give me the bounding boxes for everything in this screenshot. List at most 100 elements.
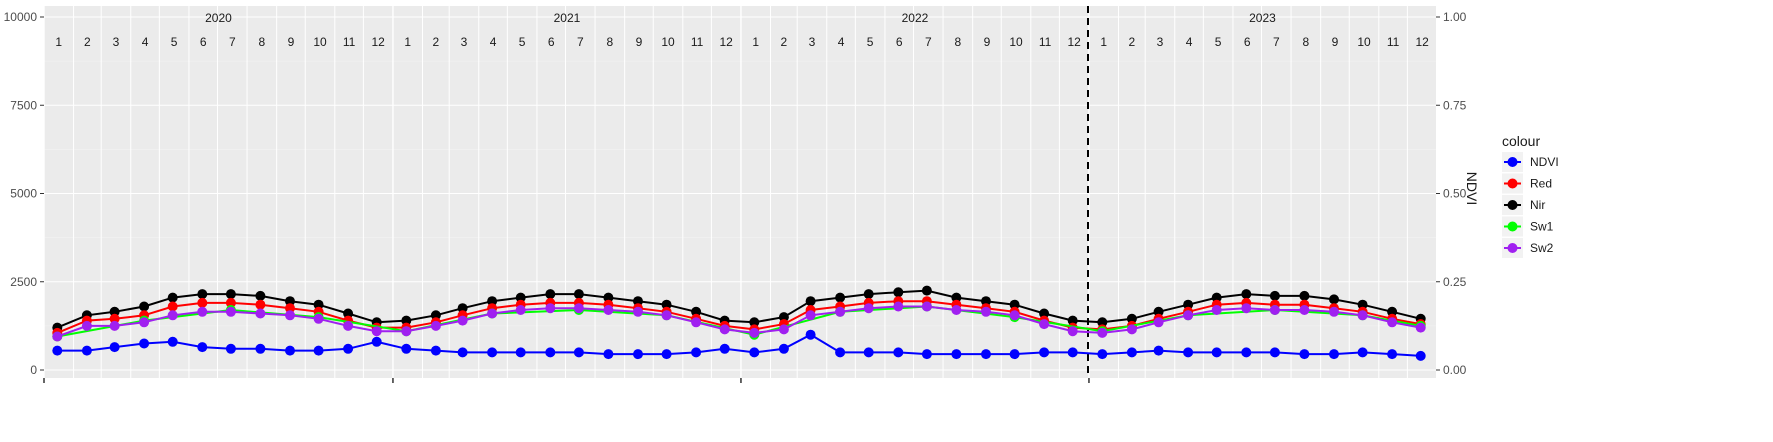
data-point <box>691 347 702 358</box>
data-point <box>1067 326 1078 337</box>
data-point <box>1329 349 1339 360</box>
data-point <box>285 310 295 321</box>
data-point <box>109 342 120 353</box>
data-point <box>835 306 846 317</box>
data-point <box>457 303 468 314</box>
month-label: 11 <box>1039 35 1052 49</box>
data-point <box>1329 294 1339 305</box>
data-point <box>313 313 324 324</box>
data-point <box>430 345 441 356</box>
month-label: 9 <box>1332 35 1339 49</box>
data-point <box>1183 299 1194 310</box>
data-point <box>401 343 412 354</box>
data-point <box>81 320 92 331</box>
month-label: 6 <box>1244 35 1251 49</box>
data-point <box>1009 349 1020 360</box>
data-point <box>573 289 584 300</box>
data-point <box>457 315 468 326</box>
data-point <box>515 347 526 358</box>
data-point <box>1241 303 1252 314</box>
month-label: 2 <box>781 35 788 49</box>
data-point <box>981 306 991 317</box>
legend-item-sw2: Sw2 <box>1502 238 1554 258</box>
month-label: 1 <box>752 35 759 49</box>
month-label: 1 <box>404 35 411 49</box>
data-point <box>1097 327 1108 338</box>
month-label: 4 <box>490 35 497 49</box>
data-point <box>139 338 150 349</box>
data-point <box>1097 317 1108 328</box>
data-point <box>313 345 324 356</box>
data-point <box>749 327 760 338</box>
data-point <box>951 349 962 360</box>
data-point <box>197 297 208 308</box>
data-point <box>1211 347 1222 358</box>
data-point <box>1211 292 1222 303</box>
data-point <box>255 308 266 319</box>
data-point <box>139 317 150 328</box>
data-point <box>1415 350 1426 361</box>
legend-key-point <box>1507 243 1518 253</box>
data-point <box>603 292 614 303</box>
data-point <box>255 343 266 354</box>
data-point <box>921 285 932 296</box>
data-point <box>805 329 816 340</box>
legend-item-nir: Nir <box>1502 195 1545 215</box>
month-label: 4 <box>142 35 149 49</box>
month-label: 1 <box>1100 35 1107 49</box>
data-point <box>313 299 324 310</box>
data-point <box>109 306 120 317</box>
data-point <box>515 305 526 315</box>
month-label: 6 <box>548 35 555 49</box>
data-point <box>1009 299 1020 310</box>
month-label: 12 <box>1415 35 1429 49</box>
month-label: 9 <box>288 35 295 49</box>
data-point <box>1211 305 1222 315</box>
data-point <box>921 301 932 312</box>
data-point <box>1269 347 1280 358</box>
month-label: 2 <box>84 35 91 49</box>
data-point <box>1357 347 1368 358</box>
year-label: 2020 <box>205 11 232 25</box>
secondary-axis-title: NDVI <box>1464 172 1480 205</box>
month-label: 5 <box>519 35 526 49</box>
data-point <box>109 320 120 331</box>
data-point <box>1067 315 1078 326</box>
month-label: 5 <box>867 35 874 49</box>
data-point <box>1299 290 1310 301</box>
data-point <box>1126 347 1137 358</box>
data-point <box>778 343 789 354</box>
data-point <box>109 313 120 324</box>
month-label: 1 <box>55 35 62 49</box>
data-point <box>1299 305 1310 315</box>
month-label: 7 <box>229 35 236 49</box>
data-point <box>430 310 441 321</box>
y2-tick-label: 0.75 <box>1443 98 1467 112</box>
data-point <box>1357 299 1368 310</box>
month-label: 7 <box>577 35 584 49</box>
data-point <box>371 326 382 337</box>
month-label: 6 <box>896 35 903 49</box>
data-point <box>487 347 498 358</box>
data-point <box>1269 290 1280 301</box>
data-point <box>749 317 760 328</box>
data-point <box>603 305 614 315</box>
data-point <box>167 310 178 321</box>
data-point <box>719 343 730 354</box>
data-point <box>691 306 702 317</box>
data-point <box>255 299 266 310</box>
data-point <box>1387 349 1398 360</box>
year-label: 2022 <box>902 11 929 25</box>
data-point <box>835 292 846 303</box>
data-point <box>343 308 354 319</box>
month-label: 12 <box>719 35 733 49</box>
month-label: 9 <box>984 35 991 49</box>
data-point <box>1387 306 1398 317</box>
data-point <box>921 349 932 360</box>
data-point <box>1183 310 1194 321</box>
data-point <box>139 301 150 312</box>
month-label: 4 <box>838 35 845 49</box>
data-point <box>225 289 236 300</box>
data-point <box>225 306 236 317</box>
data-point <box>573 303 584 314</box>
